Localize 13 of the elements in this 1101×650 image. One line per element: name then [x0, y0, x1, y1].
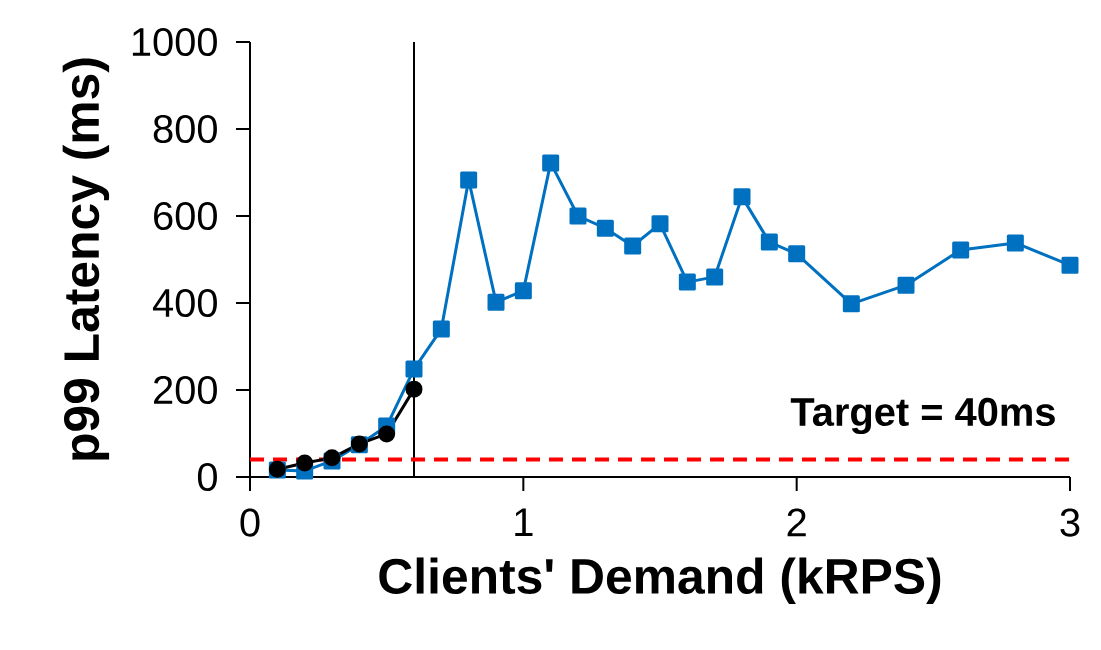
y-tick-label: 400: [152, 288, 217, 318]
y-tick-label: 800: [153, 114, 217, 144]
x-tick-label: 0: [240, 508, 260, 537]
y-tick-label: 600: [154, 201, 217, 231]
x-axis-title: Clients' Demand (kRPS): [379, 557, 941, 604]
y-tick-label: 200: [154, 375, 217, 405]
ref-line-label: Target = 40ms: [790, 397, 1055, 435]
x-tick-label: 3: [1060, 508, 1080, 537]
x-tick-label: 1: [515, 508, 533, 536]
y-tick-label: 1000: [132, 27, 217, 57]
x-tick-label: 2: [787, 508, 806, 537]
y-tick-label: 0: [197, 462, 217, 492]
y-axis-title: p99 Latency (ms): [62, 58, 110, 460]
